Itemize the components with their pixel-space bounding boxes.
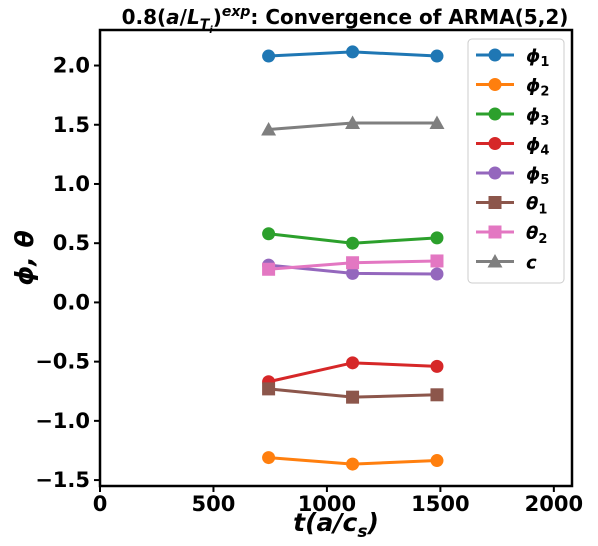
legend-marker [488,107,502,121]
data-point [346,356,360,370]
legend: ϕ1 ϕ2 ϕ3 ϕ4 ϕ5 θ1 θ2 c [467,38,565,284]
legend-item: ϕ2 [476,76,549,100]
legend-item: ϕ5 [476,164,549,188]
legend-item: c [476,253,537,274]
x-tick-label: 2000 [525,492,583,516]
legend-item: θ1 [476,194,547,218]
legend-item: ϕ3 [476,105,549,129]
plot-area: 0 500 1000 1500 2000 −1.5 −1.0 −0.5 0.0 0.5 1.0 1.5… [35,28,583,516]
series-c [261,115,445,136]
legend-marker [488,166,502,180]
series-ϕ4 [262,356,444,389]
x-axis-title: t(a/cs) [293,508,379,542]
series-θ1 [262,382,444,404]
legend-marker [488,225,502,239]
data-point [262,227,276,241]
data-point [262,262,276,276]
y-tick-label: −1.5 [35,468,90,492]
data-point [430,231,444,245]
x-tick-label: 1000 [298,492,356,516]
y-tick-label: 2.0 [53,54,90,78]
legend-marker [488,78,502,91]
legend-marker [488,48,502,62]
legend-marker [487,254,503,268]
legend-label: ϕ4 [526,135,549,159]
data-point [430,49,444,63]
legend-item: ϕ4 [476,135,549,159]
x-tick-label: 1500 [411,492,469,516]
series-θ2 [262,254,444,276]
legend-label: θ2 [526,223,547,247]
y-tick-label: −0.5 [35,350,90,374]
legend-marker [488,137,502,150]
legend-label: ϕ5 [526,164,549,188]
y-tick-label: 0.5 [53,231,90,255]
data-point [346,236,360,250]
y-tick-label: 0.0 [53,290,90,314]
x-tick-label: 500 [192,492,236,516]
x-tick-label: 0 [93,492,108,516]
data-point [430,388,444,402]
legend-item: θ2 [476,223,547,247]
chart-title: 0.8(a/LTi)exp: Convergence of ARMA(5,2) [122,4,569,36]
legend-label: c [526,253,537,274]
data-point [261,122,277,136]
data-point [262,382,276,396]
data-point [430,254,444,268]
legend-item: ϕ1 [476,46,549,70]
y-tick-label: 1.0 [53,172,90,196]
series-ϕ2 [262,451,444,471]
legend-box [467,38,565,284]
data-point [346,266,360,280]
data-point [262,451,276,465]
data-point [346,45,360,59]
data-point [430,454,444,468]
y-tick-label: 1.5 [53,113,90,137]
data-point [262,49,276,63]
series-ϕ3 [262,227,444,250]
data-point [430,359,444,373]
legend-marker [488,196,502,209]
legend-label: ϕ3 [526,105,549,129]
data-point [429,115,445,129]
series-ϕ1 [262,45,444,63]
legend-label: θ1 [526,194,547,218]
data-point [345,115,361,129]
data-point [430,267,444,281]
data-point [346,390,360,404]
y-tick-label: −1.0 [35,409,90,433]
legend-label: ϕ1 [526,46,549,70]
plot-frame [98,28,574,488]
y-axis-title: ϕ, θ [10,230,39,285]
legend-label: ϕ2 [526,76,549,100]
data-point [346,457,360,471]
data-point [346,256,360,270]
